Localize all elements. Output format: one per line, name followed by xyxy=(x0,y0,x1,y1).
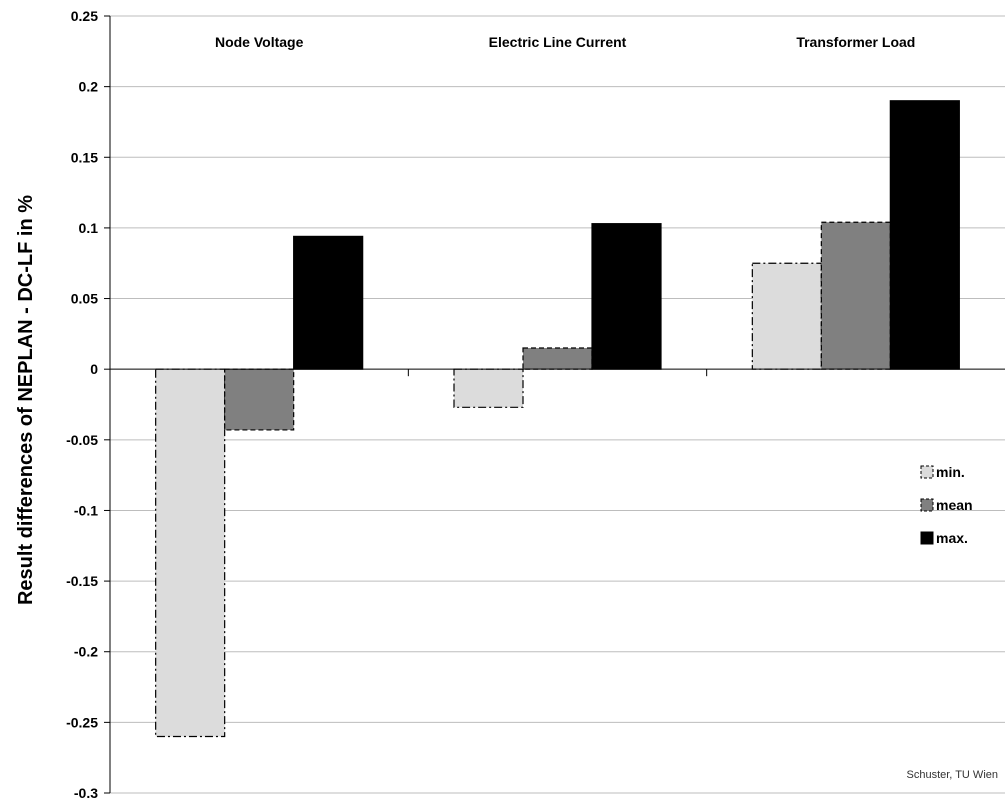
bar-max-1 xyxy=(293,235,364,370)
legend-swatch xyxy=(920,531,934,545)
y-tick-label: -0.1 xyxy=(74,502,98,518)
bar-mean-2 xyxy=(522,347,593,370)
legend-swatch xyxy=(920,465,934,479)
bar-max-2 xyxy=(591,223,662,370)
y-tick-label: 0.05 xyxy=(71,291,98,307)
bar-mean-1 xyxy=(224,368,295,431)
category-label: Transformer Load xyxy=(796,34,915,50)
bar-min-2 xyxy=(453,368,524,408)
bar-mean-3 xyxy=(820,221,891,370)
bars xyxy=(155,100,960,738)
category-label: Node Voltage xyxy=(215,34,304,50)
legend: min. mean max. xyxy=(920,464,973,546)
y-tick-label: 0.1 xyxy=(79,220,99,236)
bar-min-1 xyxy=(155,368,226,738)
y-tick-label: -0.05 xyxy=(66,432,98,448)
category-label: Electric Line Current xyxy=(489,34,627,50)
gridlines xyxy=(110,15,1005,794)
y-tick-label: -0.2 xyxy=(74,644,98,660)
y-tick-label: -0.25 xyxy=(66,714,98,730)
axes xyxy=(104,15,1005,794)
legend-label: max. xyxy=(936,530,968,546)
y-tick-label: 0 xyxy=(90,361,98,377)
y-axis-title: Result differences of NEPLAN - DC-LF in … xyxy=(15,195,37,605)
legend-label: mean xyxy=(936,497,973,513)
y-tick-label: 0.25 xyxy=(71,8,98,24)
y-tick-label: -0.3 xyxy=(74,785,98,799)
y-tick-label: 0.2 xyxy=(79,79,99,95)
credit-label: Schuster, TU Wien xyxy=(907,769,999,781)
bar-max-3 xyxy=(889,100,960,370)
y-tick-label: -0.15 xyxy=(66,573,98,589)
labels: 0.25 0.2 0.15 0.1 0.05 0 -0.05 -0.1 -0.15 -0.2 -0.… xyxy=(66,8,915,799)
legend-label: min. xyxy=(936,464,965,480)
legend-swatch xyxy=(920,498,934,512)
y-tick-label: 0.15 xyxy=(71,149,98,165)
bar-min-3 xyxy=(751,262,822,370)
